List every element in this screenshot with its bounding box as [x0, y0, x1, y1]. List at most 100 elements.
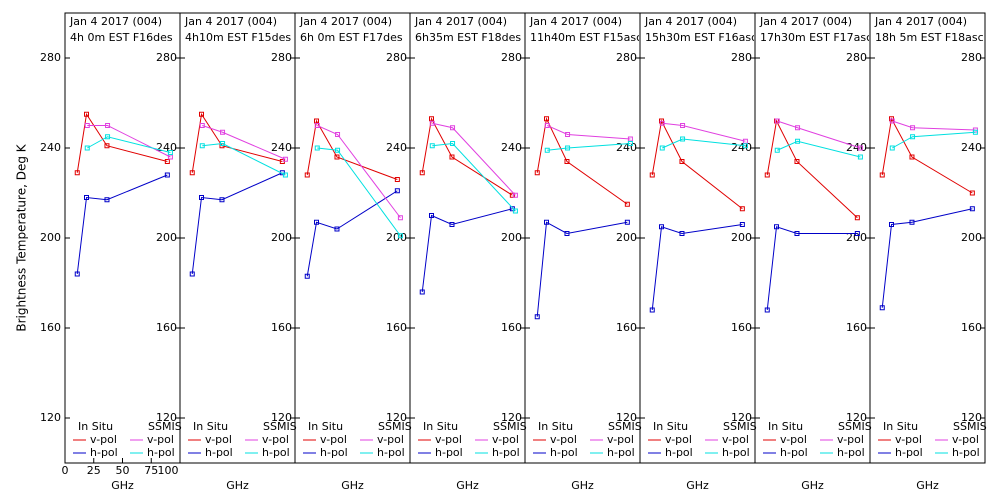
y-tick-label: 240 — [386, 141, 407, 154]
data-point — [394, 177, 400, 182]
panel: Jan 4 2017 (004) 6h 0m EST F17des 120 160 20… — [294, 12, 412, 492]
y-axis-label: Brightness Temperature, Deg K — [15, 143, 29, 331]
data-point — [544, 219, 550, 225]
data-point — [969, 190, 975, 196]
y-tick-label: 120 — [386, 411, 407, 424]
data-point — [199, 143, 205, 149]
data-point — [419, 170, 425, 176]
panel: Jan 4 2017 (004) 18h 5m EST F18asc 120 160 2… — [869, 12, 987, 492]
y-tick-label: 240 — [40, 141, 61, 154]
y-tick-label: 120 — [501, 411, 522, 424]
x-tick-label: 50 — [116, 464, 130, 477]
data-point — [909, 219, 915, 225]
legend-title: In Situ — [538, 420, 573, 433]
y-tick-label: 240 — [846, 141, 867, 154]
data-point — [565, 145, 571, 151]
legend-title: SSMIS — [378, 420, 412, 433]
y-tick-label: 200 — [616, 231, 637, 244]
data-point — [189, 271, 195, 277]
legend-label: v-pol — [262, 433, 289, 446]
x-axis-label: GHz — [456, 479, 479, 492]
legend-label: h-pol — [262, 446, 290, 459]
legend-title: In Situ — [78, 420, 113, 433]
data-point — [565, 132, 571, 137]
legend-label: h-pol — [435, 446, 463, 459]
legend-label: v-pol — [147, 433, 174, 446]
legend-label: v-pol — [320, 433, 347, 446]
data-point — [969, 206, 975, 212]
panel: Jan 4 2017 (004) 11h40m EST F15asc 120 160 2… — [524, 12, 642, 492]
panel-subtitle: 11h40m EST F15asc — [530, 31, 642, 44]
y-tick-label: 160 — [501, 321, 522, 334]
y-tick-label: 280 — [731, 51, 752, 64]
data-point — [335, 147, 341, 153]
legend-label: h-pol — [90, 446, 118, 459]
series-line — [87, 125, 171, 158]
data-point — [774, 147, 780, 153]
data-point — [512, 192, 518, 198]
legend-label: v-pol — [607, 433, 634, 446]
data-point — [334, 154, 340, 160]
data-point — [680, 136, 686, 142]
data-point — [795, 138, 801, 144]
y-tick-label: 120 — [616, 411, 637, 424]
legend-label: v-pol — [722, 433, 749, 446]
data-point — [397, 215, 403, 221]
legend-title: SSMIS — [953, 420, 987, 433]
y-tick-label: 120 — [846, 411, 867, 424]
legend-label: v-pol — [492, 433, 519, 446]
x-axis-label: GHz — [916, 479, 939, 492]
data-point — [972, 129, 978, 135]
panel-title: Jan 4 2017 (004) — [69, 15, 162, 28]
panel-title: Jan 4 2017 (004) — [759, 15, 852, 28]
y-tick-label: 160 — [616, 321, 637, 334]
legend-title: SSMIS — [263, 420, 297, 433]
legend-title: SSMIS — [723, 420, 757, 433]
panel-subtitle: 4h 0m EST F16des — [70, 31, 173, 44]
y-tick-label: 280 — [616, 51, 637, 64]
data-point — [397, 233, 403, 239]
data-point — [889, 222, 895, 227]
x-axis-label: GHz — [571, 479, 594, 492]
x-axis-label: GHz — [341, 479, 364, 492]
series-line — [892, 120, 976, 131]
data-point — [449, 222, 455, 227]
legend-label: h-pol — [320, 446, 348, 459]
y-tick-label: 200 — [846, 231, 867, 244]
y-tick-label: 200 — [961, 231, 982, 244]
data-point — [649, 307, 655, 313]
legend-label: h-pol — [377, 446, 405, 459]
panel-subtitle: 4h10m EST F15des — [185, 31, 291, 44]
series-line — [191, 112, 283, 173]
data-point — [910, 125, 916, 131]
panel-title: Jan 4 2017 (004) — [299, 15, 392, 28]
data-point — [742, 143, 748, 149]
data-point — [564, 231, 570, 236]
series-line — [662, 138, 746, 149]
series-line — [432, 122, 516, 196]
data-point — [739, 222, 745, 227]
data-point — [512, 208, 518, 214]
y-tick-label: 120 — [731, 411, 752, 424]
legend-label: h-pol — [780, 446, 808, 459]
data-point — [857, 145, 863, 151]
series-line — [777, 140, 861, 158]
data-point — [739, 206, 745, 212]
legend-title: SSMIS — [608, 420, 642, 433]
series-line — [421, 117, 513, 196]
data-point — [105, 123, 111, 128]
y-tick-label: 240 — [616, 141, 637, 154]
x-tick-label: 25 — [87, 464, 101, 477]
y-tick-label: 280 — [40, 51, 61, 64]
data-point — [774, 224, 780, 230]
y-tick-label: 280 — [386, 51, 407, 64]
legend-label: h-pol — [607, 446, 635, 459]
data-point — [429, 213, 435, 218]
data-point — [854, 215, 860, 221]
x-axis-label: GHz — [111, 479, 134, 492]
data-point — [334, 226, 340, 232]
series-line — [306, 190, 398, 277]
panel: Jan 4 2017 (004) 6h35m EST F18des 120 160 20… — [409, 12, 527, 492]
series-line — [317, 147, 401, 237]
panel: Jan 4 2017 (004) 4h10m EST F15des 120 160 20… — [179, 12, 297, 492]
